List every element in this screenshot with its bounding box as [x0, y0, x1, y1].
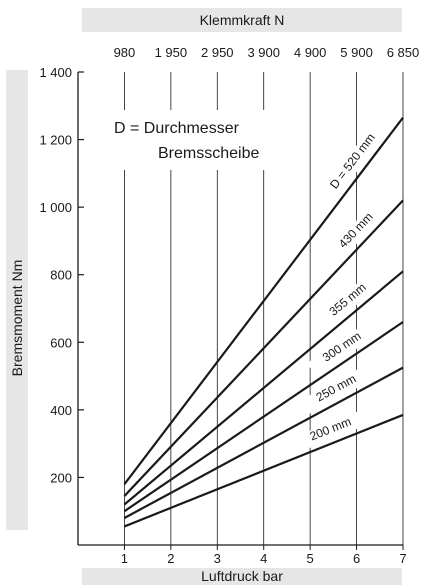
x-tick-label: 3 [214, 551, 221, 566]
series-label-bg [324, 127, 384, 198]
series-line-4 [123, 321, 404, 513]
x-tick-label: 4 [260, 551, 267, 566]
series-label-bg [325, 198, 390, 265]
x-title-band [82, 568, 402, 585]
x-tick-label: 1 [121, 551, 128, 566]
y-tick-label: 200 [50, 470, 72, 485]
y-tick-label: 600 [50, 335, 72, 350]
x-tick-label: 2 [167, 551, 174, 566]
y-title-band [6, 70, 28, 530]
x2-tick-label: 5 900 [340, 45, 373, 60]
series-lines [123, 116, 404, 528]
x2-tick-label: 3 900 [247, 45, 280, 60]
axis-ticks: 1 2 3 4 5 6 7 980 1 950 2 950 3 900 4 900 5 900 6 850… [39, 45, 419, 566]
x2-tick-label: 4 900 [294, 45, 327, 60]
y-tick-label: 400 [50, 403, 72, 418]
y-tick-label: 1 000 [39, 200, 72, 215]
series-label-bg [314, 270, 384, 332]
y-tick-label: 1 400 [39, 65, 72, 80]
y-tick-label: 1 200 [39, 133, 72, 148]
x2-tick-label: 2 950 [201, 45, 234, 60]
x2-tick-label: 6 850 [387, 45, 420, 60]
series-line-5 [123, 366, 404, 519]
series-line-6 [124, 413, 404, 528]
annotation-line-2: Bremsscheibe [158, 145, 259, 162]
x-tick-label: 7 [399, 551, 406, 566]
x2-title-band [82, 8, 402, 32]
x2-axis-title: Klemmkraft N [200, 12, 285, 28]
series-label-bg [292, 409, 370, 453]
x2-tick-label: 1 950 [155, 45, 188, 60]
series-label-bg [299, 364, 375, 415]
x-tick-label: 5 [307, 551, 314, 566]
y-tick-label: 800 [50, 268, 72, 283]
series-label-bg [306, 320, 379, 377]
annotation-box [108, 110, 284, 170]
y-axis-title: Bremsmoment Nm [9, 260, 25, 377]
annotation-line-1: D = Durchmesser [114, 120, 240, 137]
series-line-3 [123, 270, 404, 506]
x-tick-label: 6 [353, 551, 360, 566]
x-axis-title: Luftdruck bar [201, 568, 283, 584]
series-line-2 [123, 199, 404, 497]
x2-tick-label: 980 [114, 45, 136, 60]
series-line-1 [123, 116, 404, 485]
